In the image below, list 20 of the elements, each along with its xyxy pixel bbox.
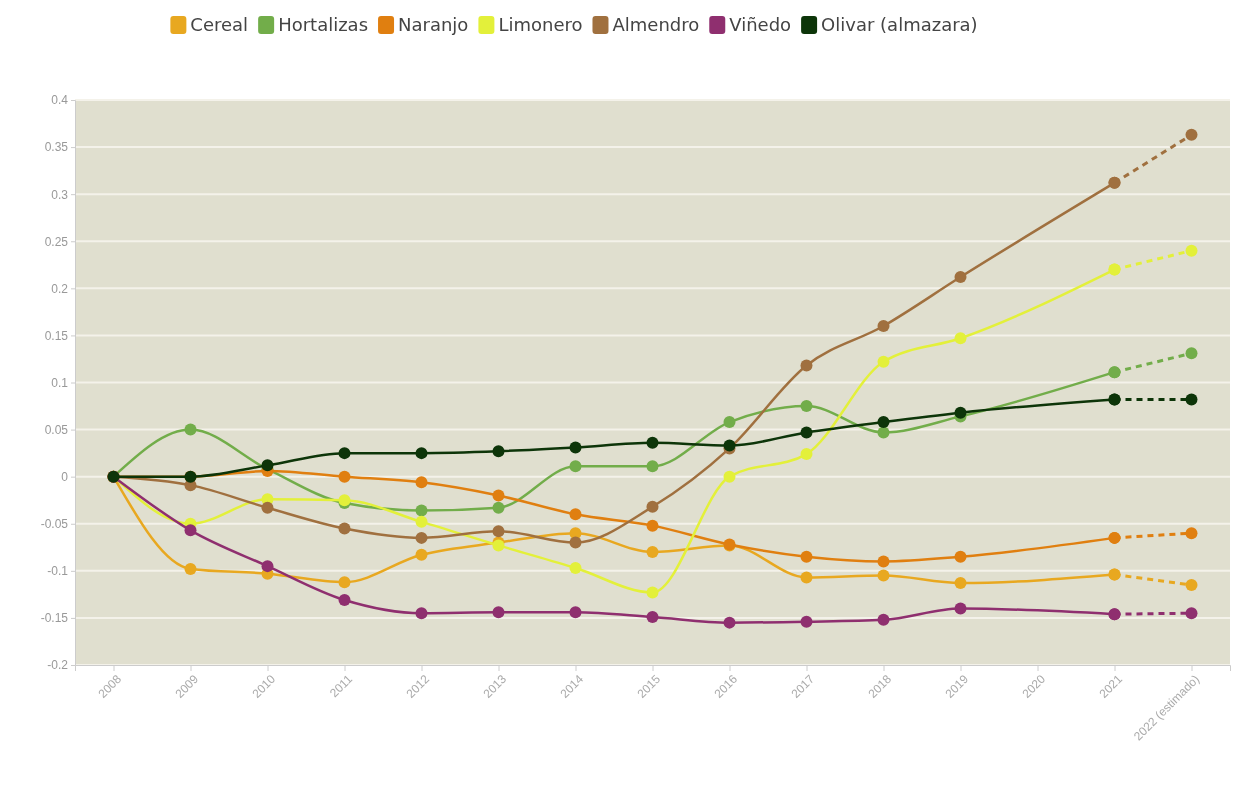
y-tick-label: -0.05 [40, 517, 69, 532]
y-tick-label: 0.35 [44, 140, 69, 155]
y-tick-label: 0.4 [51, 93, 69, 108]
y-tick-label: 0.3 [51, 187, 69, 202]
legend-label: Olivar (almazara) [821, 14, 978, 35]
y-tick-label: 0 [61, 470, 69, 485]
legend-label: Naranjo [398, 14, 469, 35]
legend-label: Hortalizas [278, 14, 369, 35]
y-tick-label: -0.2 [47, 658, 69, 673]
legend-label: Cereal [190, 14, 249, 35]
y-tick-label: 0.05 [44, 422, 69, 437]
y-tick-label: 0.15 [44, 328, 69, 343]
legend-label: Almendro [612, 14, 700, 35]
legend-label: Viñedo [729, 14, 792, 35]
y-tick-label: 0.25 [44, 234, 69, 249]
y-tick-label: -0.1 [47, 564, 69, 579]
y-tick-label: 0.1 [51, 375, 69, 390]
y-tick-label: -0.15 [40, 611, 69, 626]
legend-label: Limonero [498, 14, 583, 35]
y-tick-label: 0.2 [51, 281, 69, 296]
